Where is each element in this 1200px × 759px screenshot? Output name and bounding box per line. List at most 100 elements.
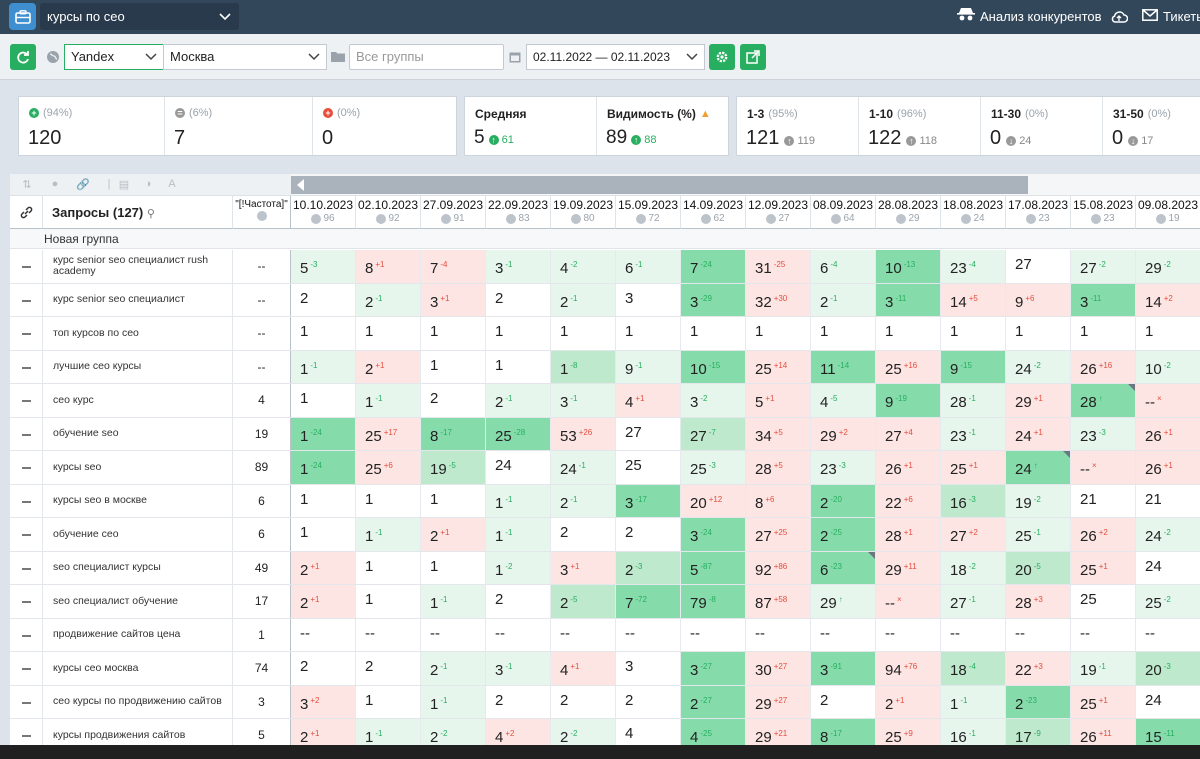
tickets-link[interactable]: Тикеты bbox=[1142, 0, 1200, 34]
position-cell[interactable]: 3 -11 bbox=[876, 283, 941, 316]
position-cell[interactable]: 1 bbox=[356, 585, 421, 618]
position-cell[interactable]: 2 +1 bbox=[421, 518, 486, 551]
position-cell[interactable]: 1 bbox=[746, 317, 811, 350]
frequency-column-header[interactable]: "[!Частота]" bbox=[233, 196, 291, 229]
position-cell[interactable]: 3 -27 bbox=[681, 652, 746, 685]
position-cell[interactable]: 1 bbox=[1006, 317, 1071, 350]
position-cell[interactable]: 22 +6 bbox=[876, 484, 941, 517]
position-cell[interactable]: 29 +11 bbox=[876, 551, 941, 584]
date-column-header[interactable]: 17.08.2023 23 bbox=[1006, 196, 1071, 229]
position-cell[interactable]: 28 +3 bbox=[1006, 585, 1071, 618]
position-cell[interactable]: 2 -1 bbox=[551, 283, 616, 316]
position-cell[interactable]: 29 ↑ bbox=[811, 585, 876, 618]
position-cell[interactable]: 9 -1 bbox=[616, 350, 681, 383]
position-cell[interactable]: 20 -5 bbox=[1006, 551, 1071, 584]
position-cell[interactable]: 28 -1 bbox=[941, 384, 1006, 417]
position-cell[interactable]: 1 bbox=[291, 317, 356, 350]
position-cell[interactable]: 2 bbox=[486, 685, 551, 718]
position-cell[interactable]: 26 +1 bbox=[1136, 417, 1200, 450]
project-selector[interactable]: курсы по сео bbox=[40, 3, 239, 30]
position-cell[interactable]: -- × bbox=[1071, 451, 1136, 484]
position-cell[interactable]: -- bbox=[291, 618, 356, 651]
groups-input[interactable]: Все группы bbox=[349, 44, 504, 70]
position-cell[interactable]: -- bbox=[681, 618, 746, 651]
date-column-header[interactable]: 22.09.2023 83 bbox=[486, 196, 551, 229]
position-cell[interactable]: 22 +3 bbox=[1006, 652, 1071, 685]
export-button[interactable] bbox=[740, 44, 766, 70]
position-cell[interactable]: 25 bbox=[1071, 585, 1136, 618]
position-cell[interactable]: 18 -2 bbox=[941, 551, 1006, 584]
position-cell[interactable]: 26 +2 bbox=[1071, 518, 1136, 551]
row-menu[interactable] bbox=[10, 551, 43, 584]
position-cell[interactable]: 2 bbox=[291, 652, 356, 685]
position-cell[interactable]: 6 -23 bbox=[811, 551, 876, 584]
row-menu[interactable] bbox=[10, 350, 43, 383]
position-cell[interactable]: 3 +1 bbox=[551, 551, 616, 584]
position-cell[interactable]: 4 -5 bbox=[811, 384, 876, 417]
table-row[interactable]: seo специалист курсы 49 2 +1 1 1 1 -2 3 +1 2 -3 5 -87… bbox=[10, 551, 1200, 585]
position-cell[interactable]: 25 +6 bbox=[356, 451, 421, 484]
position-cell[interactable]: 2 +1 bbox=[291, 585, 356, 618]
position-cell[interactable]: 2 bbox=[486, 283, 551, 316]
position-cell[interactable]: 3 +2 bbox=[291, 685, 356, 718]
position-cell[interactable]: 14 +5 bbox=[941, 283, 1006, 316]
position-cell[interactable]: 2 bbox=[486, 585, 551, 618]
query-text[interactable]: лучшие сео курсы bbox=[43, 350, 233, 383]
position-cell[interactable]: 1 bbox=[486, 317, 551, 350]
date-column-header[interactable]: 12.09.2023 27 bbox=[746, 196, 811, 229]
query-text[interactable]: сео курс bbox=[43, 384, 233, 417]
position-cell[interactable]: 5 +1 bbox=[746, 384, 811, 417]
position-cell[interactable]: 23 -3 bbox=[1071, 417, 1136, 450]
table-row[interactable]: обучение сео 6 1 1 -1 2 +1 1 -1 2 2 3 -24 27 +25 2 -25 28… bbox=[10, 518, 1200, 552]
position-cell[interactable]: 92 +86 bbox=[746, 551, 811, 584]
position-cell[interactable]: 1 -24 bbox=[291, 417, 356, 450]
position-cell[interactable]: 79 -8 bbox=[681, 585, 746, 618]
position-cell[interactable]: 24 ↑ bbox=[1006, 451, 1071, 484]
position-cell[interactable]: 27 -2 bbox=[1071, 250, 1136, 283]
row-menu[interactable] bbox=[10, 250, 43, 283]
position-cell[interactable]: 3 -91 bbox=[811, 652, 876, 685]
position-cell[interactable]: 6 -1 bbox=[616, 250, 681, 283]
cloud-icon[interactable] bbox=[1110, 0, 1128, 34]
position-cell[interactable]: 1 bbox=[551, 317, 616, 350]
position-cell[interactable]: 29 +27 bbox=[746, 685, 811, 718]
position-cell[interactable]: 31 -25 bbox=[746, 250, 811, 283]
position-cell[interactable]: 25 -3 bbox=[681, 451, 746, 484]
row-menu[interactable] bbox=[10, 685, 43, 718]
position-cell[interactable]: 1 bbox=[356, 317, 421, 350]
position-cell[interactable]: 1 -1 bbox=[356, 518, 421, 551]
position-cell[interactable]: 2 -20 bbox=[811, 484, 876, 517]
position-cell[interactable]: 24 bbox=[1136, 552, 1200, 585]
position-cell[interactable]: 1 -1 bbox=[421, 685, 486, 718]
position-cell[interactable]: 94 +76 bbox=[876, 652, 941, 685]
position-cell[interactable]: 1 -1 bbox=[486, 484, 551, 517]
table-row[interactable]: продвижение сайтов цена 1 -- -- -- -- -- -- -- --… bbox=[10, 618, 1200, 652]
date-column-header[interactable]: 08.09.2023 64 bbox=[811, 196, 876, 229]
position-cell[interactable]: 2 +1 bbox=[291, 551, 356, 584]
position-cell[interactable]: 26 +16 bbox=[1071, 350, 1136, 383]
row-menu[interactable] bbox=[10, 585, 43, 618]
query-text[interactable]: seo специалист курсы bbox=[43, 551, 233, 584]
position-cell[interactable]: 4 -2 bbox=[551, 250, 616, 283]
position-cell[interactable]: 14 +2 bbox=[1136, 283, 1200, 316]
position-cell[interactable]: 20 +12 bbox=[681, 484, 746, 517]
position-cell[interactable]: 20 -3 bbox=[1136, 652, 1200, 685]
contrast-icon[interactable]: ◑ bbox=[144, 178, 152, 190]
position-cell[interactable]: 3 -17 bbox=[616, 484, 681, 517]
position-cell[interactable]: 3 -1 bbox=[486, 652, 551, 685]
position-cell[interactable]: -- bbox=[1136, 619, 1200, 652]
position-cell[interactable]: 5 -3 bbox=[291, 250, 356, 283]
position-cell[interactable]: 1 bbox=[421, 317, 486, 350]
position-cell[interactable]: 1 bbox=[421, 350, 486, 383]
position-cell[interactable]: 16 -3 bbox=[941, 484, 1006, 517]
query-text[interactable]: курсы продвижения сайтов bbox=[43, 719, 233, 752]
date-column-header[interactable]: 10.10.2023 96 bbox=[291, 196, 356, 229]
position-cell[interactable]: 9 +6 bbox=[1006, 283, 1071, 316]
position-cell[interactable]: 3 +1 bbox=[421, 283, 486, 316]
position-cell[interactable]: 2 bbox=[291, 283, 356, 316]
position-cell[interactable]: 2 -3 bbox=[616, 551, 681, 584]
position-cell[interactable]: 2 -1 bbox=[486, 384, 551, 417]
position-cell[interactable]: 3 -24 bbox=[681, 518, 746, 551]
position-cell[interactable]: -- bbox=[421, 618, 486, 651]
circle-icon[interactable]: ● bbox=[51, 178, 59, 190]
